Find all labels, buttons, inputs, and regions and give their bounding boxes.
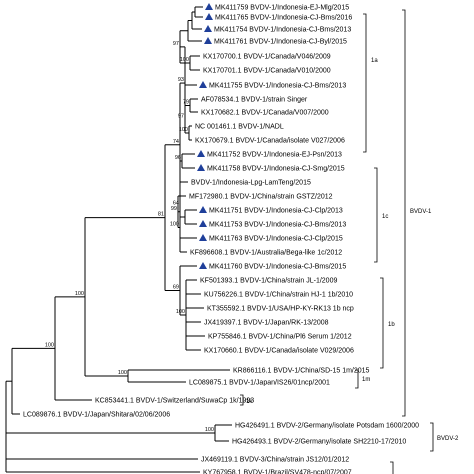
- taxon-label: BVDV-1/Indonesia-Lpg-LamTeng/2015: [191, 180, 311, 187]
- taxon-label: HG426491.1 BVDV-2/Germany/isolate Potsda…: [235, 423, 419, 430]
- taxon-label: KP755846.1 BVDV-1/China/Pl6 Serum 1/2012: [208, 334, 352, 341]
- clade-label-1c: 1c: [382, 214, 388, 220]
- taxon-label: JX419397.1 BVDV-1/Japan/RK-13/2008: [204, 320, 329, 327]
- bootstrap-label: 100: [170, 222, 179, 228]
- bootstrap-label: 97: [178, 113, 184, 119]
- bootstrap-label: 100: [118, 370, 127, 376]
- taxon-label: KX170701.1 BVDV-1/Canada/V010/2000: [203, 68, 331, 75]
- taxon-label: KF896608.1 BVDV-1/Australia/Bega-like 1c…: [190, 250, 342, 257]
- clade-label-bvdv2: BVDV-2: [437, 436, 459, 442]
- taxon-label: MK411751 BVDV-1/Indonesia-CJ-Clp/2013: [209, 208, 343, 215]
- taxon-label: KX170660.1 BVDV-1/Canada/isolate V029/20…: [204, 348, 354, 355]
- bootstrap-values: 100 100 81 74 93 97 100 97 79 100 64 96 99 100 69 100 10…: [45, 41, 214, 433]
- blue-triangle-icon: [197, 164, 205, 171]
- taxon-label: KX170682.1 BVDV-1/Canada/V007/2000: [201, 110, 329, 117]
- taxon-label: MF172980.1 BVDV-1/China/strain GSTZ/2012: [189, 194, 333, 201]
- clade-bracket-1b: [380, 277, 384, 369]
- taxon-label: MK411765 BVDV-1/Indonesia-CJ-Bms/2016: [215, 15, 352, 22]
- taxon-label: MK411754 BVDV-1/Indonesia-CJ-Bms/2013: [214, 27, 351, 34]
- clade-label-1m: 1m: [362, 377, 370, 383]
- blue-triangle-icon: [199, 220, 207, 227]
- bootstrap-label: 64: [173, 201, 179, 207]
- clade-bracket-bvdv2: [430, 422, 434, 452]
- taxon-label: KT355592.1 BVDV-1/USA/HP-KY-RK13 1b ncp: [207, 306, 354, 313]
- blue-triangle-icon: [199, 234, 207, 241]
- bootstrap-label: 69: [173, 285, 179, 291]
- blue-triangle-icon: [204, 37, 212, 44]
- clade-bracket-bvdv3: [390, 461, 394, 474]
- taxon-label: MK411763 BVDV-1/Indonesia-CJ-Clp/2015: [209, 236, 343, 243]
- taxon-label: LC089876.1 BVDV-1/Japan/Shitara/02/06/20…: [23, 412, 170, 419]
- blue-triangle-icon: [205, 13, 213, 20]
- taxon-label: KR866116.1 BVDV-1/China/SD-15 1m/2015: [233, 368, 370, 375]
- taxon-labels: MK411759 BVDV-1/Indonesia-EJ-Mlg/2015 MK4…: [23, 5, 419, 474]
- blue-triangle-icon: [204, 25, 212, 32]
- taxon-markers: [197, 3, 213, 269]
- taxon-label: KX170700.1 BVDV-1/Canada/V046/2009: [203, 54, 331, 61]
- clade-bracket-1m: [355, 369, 359, 389]
- taxon-label: HG426493.1 BVDV-2/Germany/isolate SH2210…: [232, 439, 406, 446]
- clade-bracket-1a: [363, 13, 367, 153]
- bootstrap-label: 100: [45, 342, 54, 348]
- taxon-label: MK411753 BVDV-1/Indonesia-CJ-Bms/2013: [209, 222, 346, 229]
- taxon-label: JX469119.1 BVDV-3/China/strain JS12/01/2…: [201, 457, 349, 464]
- clade-label-1k: 1k: [246, 399, 253, 405]
- blue-triangle-icon: [199, 206, 207, 213]
- bootstrap-label: 100: [205, 427, 214, 433]
- bootstrap-label: 81: [158, 212, 164, 218]
- taxon-label: MK411752 BVDV-1/Indonesia-EJ-Psn/2013: [207, 152, 342, 159]
- taxon-label: MK411755 BVDV-1/Indonesia-CJ-Bms/2013: [209, 83, 346, 90]
- clade-bracket-bvdv1: [402, 9, 406, 417]
- clade-annotations: 1a 1c 1b 1m 1k BVDV-1 BVDV-2: [240, 9, 459, 474]
- taxon-label: MK411759 BVDV-1/Indonesia-EJ-Mlg/2015: [215, 5, 349, 12]
- bootstrap-label: 93: [178, 77, 184, 83]
- taxon-label: NC 001461.1 BVDV-1/NADL: [195, 124, 284, 131]
- taxon-label: KF501393.1 BVDV-1/China/strain JL-1/2009: [200, 278, 337, 285]
- bootstrap-label: 99: [171, 206, 177, 212]
- blue-triangle-icon: [199, 262, 207, 269]
- taxon-label: KC853441.1 BVDV-1/Switzerland/SuwaCp 1k/…: [95, 398, 254, 405]
- clade-bracket-1k: [240, 394, 244, 406]
- taxon-label: KU756226.1 BVDV-1/China/strain HJ-1 1b/2…: [204, 292, 353, 299]
- bootstrap-label: 100: [180, 57, 189, 63]
- bootstrap-label: 97: [173, 41, 179, 47]
- clade-label-1b: 1b: [388, 322, 395, 328]
- clade-label-1a: 1a: [371, 58, 378, 64]
- blue-triangle-icon: [205, 3, 213, 10]
- tree-branches: [5, 6, 232, 473]
- bootstrap-label: 74: [173, 139, 179, 145]
- bootstrap-label: 96: [175, 155, 181, 161]
- clade-label-bvdv1: BVDV-1: [410, 209, 432, 215]
- taxon-label: LC089875.1 BVDV-1/Japan/IS26/01ncp/2001: [189, 380, 330, 387]
- taxon-label: AF078534.1 BVDV-1/strain Singer: [201, 97, 308, 104]
- bootstrap-label: 100: [176, 309, 185, 315]
- clade-bracket-1c: [374, 167, 378, 263]
- taxon-label: MK411760 BVDV-1/Indonesia-CJ-Bms/2015: [209, 264, 346, 271]
- taxon-label: MK411758 BVDV-1/Indonesia-CJ-Smg/2015: [207, 166, 345, 173]
- taxon-label: MK411761 BVDV-1/Indonesia-CJ-Byl/2015: [214, 39, 347, 46]
- taxon-label: KX170679.1 BVDV-1/Canada/isolate V027/20…: [195, 138, 345, 145]
- taxon-label: KY767958.1 BVDV-1/Brazil/SV478-ncp/07/20…: [203, 470, 352, 474]
- blue-triangle-icon: [199, 81, 207, 88]
- blue-triangle-icon: [197, 150, 205, 157]
- bootstrap-label: 79: [183, 100, 189, 106]
- bootstrap-label: 100: [75, 291, 84, 297]
- bootstrap-label: 100: [179, 127, 188, 133]
